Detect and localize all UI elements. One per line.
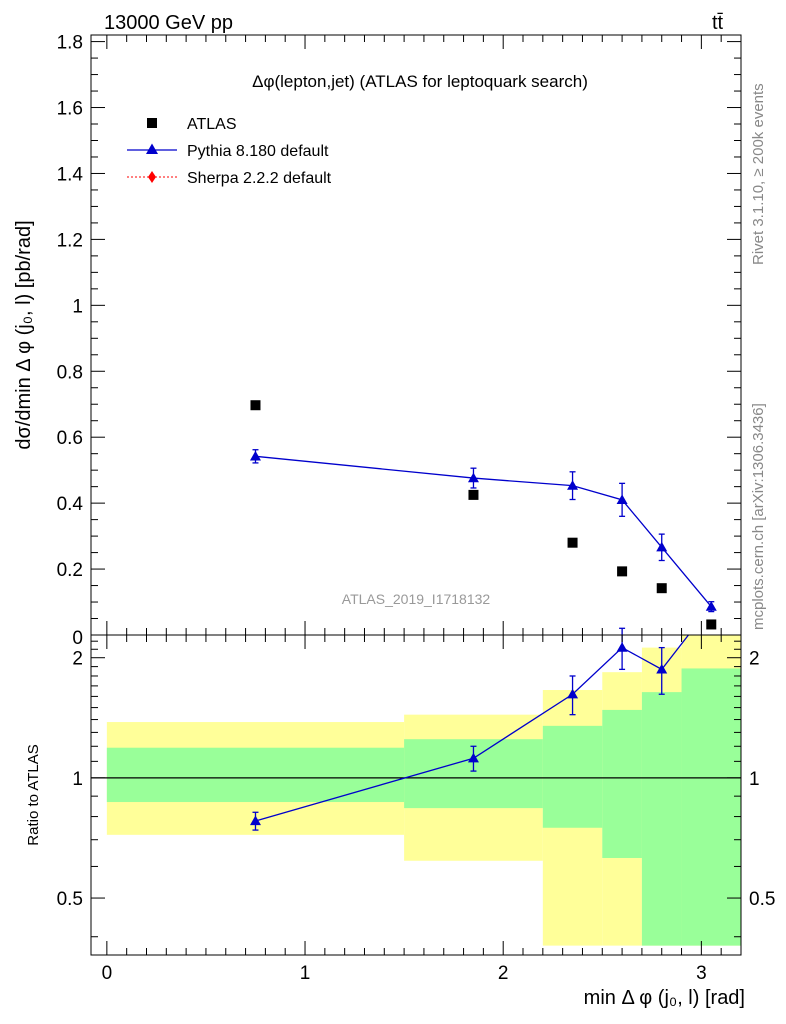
main-y-tick-label: 1.8 xyxy=(57,33,83,54)
main-y-axis-label: dσ/dmin Δ φ (j₀, l) [pb/rad] xyxy=(13,220,35,449)
legend-atlas-marker xyxy=(147,118,157,128)
main-x-ticks xyxy=(106,35,742,635)
x-tick-label: 1 xyxy=(300,963,311,984)
ratio-y-axis-label: Ratio to ATLAS xyxy=(25,744,42,845)
pythia-point xyxy=(616,494,628,504)
x-tick-label: 2 xyxy=(498,963,509,984)
rivet-label: Rivet 3.1.10, ≥ 200k events xyxy=(750,83,767,265)
pythia-ratio-point xyxy=(616,642,628,652)
ratio-y-tick-label-right: 1 xyxy=(749,769,760,790)
pythia-line xyxy=(255,455,712,608)
main-y-axis: 0.2 0.4 0.6 0.8 1 1.2 1.4 1.6 1.8 0 xyxy=(57,33,741,649)
ratio-inner-band xyxy=(641,692,682,946)
ratio-y-axis: 0.5 0.5 1 1 2 2 xyxy=(57,640,775,938)
pythia-point xyxy=(249,450,261,461)
ratio-y-tick-label: 2 xyxy=(72,649,83,670)
pythia-ratio-point xyxy=(249,815,261,826)
main-plot-area xyxy=(249,400,717,630)
x-tick-label: 3 xyxy=(696,963,707,984)
main-y-tick-label: 1.6 xyxy=(57,99,83,120)
main-y-tick-label: 0.8 xyxy=(57,362,83,383)
legend-pythia-marker xyxy=(146,143,158,154)
plot-title: Δφ(lepton,jet) (ATLAS for leptoquark sea… xyxy=(252,72,588,91)
legend-entry-atlas: ATLAS xyxy=(147,116,237,133)
pythia-point xyxy=(705,601,717,611)
ratio-inner-band xyxy=(106,747,405,803)
ratio-inner-band xyxy=(602,709,642,858)
analysis-watermark: ATLAS_2019_I1718132 xyxy=(342,591,491,607)
pythia-ratio-point xyxy=(567,688,579,699)
ratio-y-tick-label: 1 xyxy=(72,769,83,790)
main-panel: 0.2 0.4 0.6 0.8 1 1.2 1.4 1.6 1.8 0 dσ/dmin Δ φ (… xyxy=(13,33,742,649)
legend-sherpa-label: Sherpa 2.2.2 default xyxy=(187,170,332,187)
legend: ATLAS Pythia 8.180 default Sherpa 2.2.2 … xyxy=(127,116,332,187)
legend-pythia-label: Pythia 8.180 default xyxy=(187,143,329,160)
pythia-point xyxy=(467,472,479,483)
mcplots-label: mcplots.cern.ch [arXiv:1306.3436] xyxy=(750,403,767,630)
pythia-ratio-line xyxy=(255,634,689,822)
process-label: tt̄ xyxy=(712,12,724,34)
legend-atlas-label: ATLAS xyxy=(187,116,237,133)
ratio-y-tick-label: 0.5 xyxy=(57,889,83,910)
x-axis: 0 1 2 3 xyxy=(102,635,742,984)
pythia-point xyxy=(567,480,579,490)
ratio-panel: 0.5 0.5 1 1 2 2 0 1 2 3 Ratio to ATLAS min Δ φ (… xyxy=(25,627,775,1009)
main-y-tick-label: 1.4 xyxy=(57,164,84,185)
pythia-point xyxy=(656,541,668,552)
x-tick-label: 0 xyxy=(102,963,113,984)
legend-entry-sherpa: Sherpa 2.2.2 default xyxy=(127,170,332,187)
energy-label: 13000 GeV pp xyxy=(104,12,233,34)
pythia-ratio-point xyxy=(467,752,479,763)
main-y-tick-label: 1 xyxy=(72,296,83,317)
ratio-inner-band xyxy=(681,668,741,946)
atlas-data-point xyxy=(617,566,628,577)
ratio-inner-band xyxy=(542,725,603,828)
atlas-data-point xyxy=(468,489,479,500)
ratio-y-tick-label-right: 0.5 xyxy=(749,889,775,910)
main-y-tick-label: 1.2 xyxy=(57,230,83,251)
ratio-frame xyxy=(90,634,742,956)
main-y-tick-label: 0.4 xyxy=(57,494,84,515)
atlas-data-point xyxy=(567,537,578,548)
atlas-data-point xyxy=(656,583,667,594)
ratio-y-tick-label-right: 2 xyxy=(749,649,760,670)
ratio-plot-area xyxy=(91,627,741,946)
x-axis-label: min Δ φ (j₀, l) [rad] xyxy=(584,987,745,1009)
atlas-data-point xyxy=(706,619,717,630)
main-y-tick-label: 0.6 xyxy=(57,428,83,449)
main-y-zero-label: 0 xyxy=(72,628,83,649)
legend-entry-pythia: Pythia 8.180 default xyxy=(127,143,329,160)
pythia-ratio-point xyxy=(656,663,668,674)
main-y-tick-label: 0.2 xyxy=(57,560,83,581)
legend-sherpa-marker xyxy=(148,171,156,183)
atlas-data-point xyxy=(250,400,261,411)
